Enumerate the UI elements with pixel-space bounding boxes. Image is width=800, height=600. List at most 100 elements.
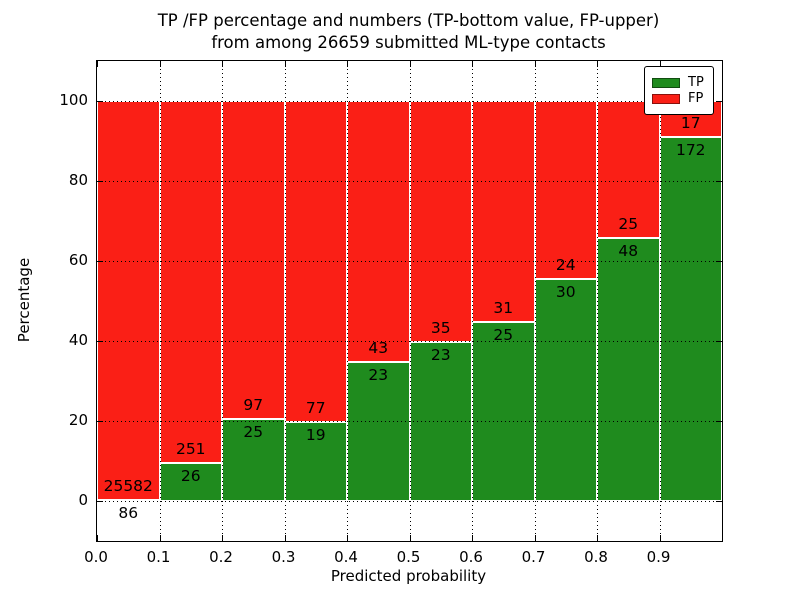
tp-count-label: 25 [493, 326, 514, 345]
bar-segment-tp [159, 463, 222, 501]
y-tick-right-mark [716, 421, 722, 422]
bar-segment-fp [472, 101, 535, 323]
y-tick-left-mark [97, 421, 103, 422]
x-tick-label-0.9: 0.9 [646, 548, 671, 566]
fp-count-label: 77 [305, 398, 326, 417]
y-tick-left-mark [97, 261, 103, 262]
gridline-y [97, 181, 722, 182]
x-tick-top-mark [284, 61, 286, 67]
gridline-x [347, 61, 348, 541]
fp-count-label: 25582 [103, 476, 153, 495]
chart-title-line2: from among 26659 submitted ML-type conta… [211, 33, 606, 52]
plot-area: 25582 86 251 26 97 25 77 19 43 23 35 23 31 25 24 30 25 48… [96, 60, 723, 542]
gridline-y [97, 341, 722, 342]
tp-count-label: 25 [243, 423, 264, 442]
x-tick-top-mark [97, 61, 98, 67]
gridline-x [159, 61, 161, 541]
x-tick-top-mark [409, 61, 411, 67]
x-tick-bottom-mark [534, 535, 536, 541]
gridline-y [97, 101, 722, 102]
bar-segment-tp [659, 136, 722, 501]
x-tick-label-0.1: 0.1 [146, 548, 171, 566]
y-tick-label-40: 40 [68, 331, 88, 349]
y-tick-right-mark [716, 501, 722, 502]
x-tick-top-mark [597, 61, 598, 67]
x-tick-label-0.0: 0.0 [84, 548, 108, 566]
gridline-x [472, 61, 473, 541]
y-tick-left-mark [97, 341, 103, 342]
gridline-x [597, 61, 598, 541]
fp-count-label: 25 [618, 214, 639, 233]
x-tick-label-0.2: 0.2 [209, 548, 233, 566]
y-tick-left-mark [97, 181, 103, 182]
bar-segment-tp [284, 421, 347, 501]
legend-entry-fp: FP [652, 92, 705, 105]
bar-segment-tp [534, 278, 597, 501]
y-tick-right-mark [716, 101, 722, 102]
x-tick-bottom-mark [409, 535, 411, 541]
gridline-y [97, 261, 722, 262]
x-tick-label-0.8: 0.8 [584, 548, 608, 566]
x-tick-top-mark [472, 61, 473, 67]
legend: TP FP [644, 66, 714, 115]
x-tick-label-0.7: 0.7 [521, 548, 546, 566]
chart-title: TP /FP percentage and numbers (TP-bottom… [96, 10, 721, 54]
y-tick-right-mark [716, 341, 722, 342]
y-tick-left-mark [97, 101, 103, 102]
y-axis-label: Percentage [15, 257, 33, 343]
fp-count-label: 17 [680, 113, 701, 132]
fp-count-label: 97 [243, 396, 264, 415]
x-tick-top-mark [222, 61, 223, 67]
bar-segment-tp [472, 322, 535, 501]
x-tick-top-mark [659, 61, 661, 67]
bar-segment-fp [222, 101, 285, 420]
y-tick-left-mark [97, 501, 103, 502]
x-tick-top-mark [159, 61, 161, 67]
fp-count-label: 251 [175, 440, 206, 459]
bar-segment-fp [347, 101, 410, 362]
y-tick-label-0: 0 [78, 491, 88, 509]
tp-count-label: 86 [118, 503, 139, 522]
x-tick-top-mark [534, 61, 536, 67]
legend-label-tp: TP [688, 75, 704, 90]
gridline-y [97, 421, 722, 422]
y-tick-label-100: 100 [59, 91, 88, 109]
y-tick-right-mark [716, 181, 722, 182]
fp-count-label: 43 [368, 338, 389, 357]
tp-count-label: 23 [368, 365, 389, 384]
bar-segment-tp [597, 237, 660, 501]
gridline-x [284, 61, 286, 541]
tp-count-label: 23 [430, 346, 451, 365]
gridline-y [97, 501, 722, 502]
tp-count-label: 26 [180, 467, 201, 486]
y-tick-right-mark [716, 261, 722, 262]
tp-count-label: 19 [305, 425, 326, 444]
x-tick-bottom-mark [159, 535, 161, 541]
fp-count-label: 31 [493, 299, 514, 318]
x-tick-label-0.4: 0.4 [334, 548, 358, 566]
x-tick-bottom-mark [659, 535, 661, 541]
bar-segment-tp [347, 361, 410, 501]
legend-label-fp: FP [688, 91, 704, 106]
x-tick-bottom-mark [472, 535, 473, 541]
x-tick-bottom-mark [97, 535, 98, 541]
fp-count-label: 35 [430, 319, 451, 338]
tp-count-label: 48 [618, 241, 639, 260]
tp-count-label: 30 [555, 282, 576, 301]
fp-count-label: 24 [555, 255, 576, 274]
x-tick-bottom-mark [597, 535, 598, 541]
gridline-x [222, 61, 223, 541]
bar-segment-fp [97, 101, 160, 500]
bar-segment-fp [597, 101, 660, 238]
bar-segment-fp [159, 101, 222, 464]
x-tick-label-0.3: 0.3 [271, 548, 296, 566]
chart-title-line1: TP /FP percentage and numbers (TP-bottom… [157, 11, 660, 30]
gridline-x [409, 61, 411, 541]
fp-color-swatch [652, 93, 680, 104]
tp-color-swatch [652, 77, 680, 88]
x-tick-label-0.5: 0.5 [396, 548, 421, 566]
x-tick-bottom-mark [347, 535, 348, 541]
x-tick-bottom-mark [284, 535, 286, 541]
x-tick-label-0.6: 0.6 [459, 548, 483, 566]
